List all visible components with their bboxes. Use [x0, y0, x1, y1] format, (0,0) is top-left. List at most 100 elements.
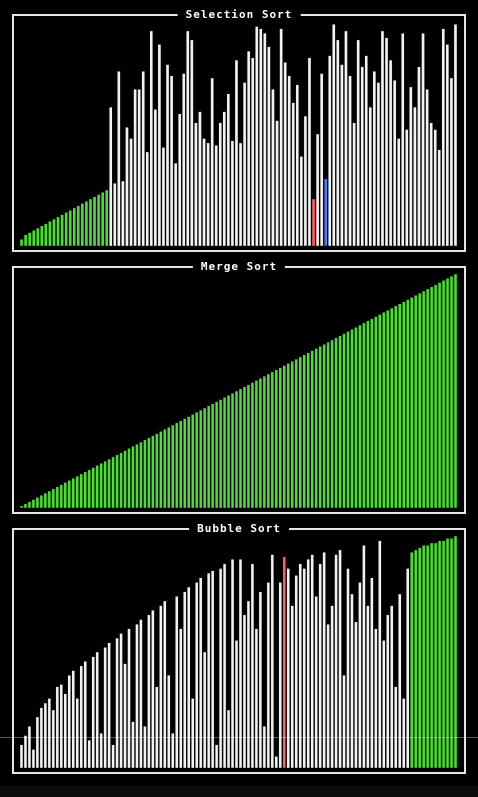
bar [153, 109, 158, 246]
bar [330, 605, 334, 768]
bar [348, 75, 352, 246]
bar [165, 64, 170, 246]
bar [111, 744, 115, 768]
bar [210, 77, 214, 246]
bar [441, 540, 446, 768]
bar [390, 605, 394, 768]
bar [109, 106, 113, 246]
bar [290, 605, 294, 768]
merge-sort-panel: Merge Sort [12, 259, 466, 514]
bar [218, 568, 223, 768]
bar [206, 572, 211, 768]
bar [51, 709, 56, 768]
bar [175, 422, 179, 508]
bar [267, 46, 271, 246]
bar [31, 749, 36, 768]
bar [382, 640, 386, 768]
bar [125, 127, 129, 246]
bar [63, 482, 67, 508]
bar [71, 478, 75, 508]
bar [119, 633, 123, 768]
bar [362, 545, 366, 768]
bar [242, 386, 247, 508]
bar [315, 133, 320, 246]
bar [453, 536, 458, 768]
bar [286, 568, 290, 768]
bar [167, 426, 171, 508]
bar [278, 367, 283, 508]
bar [234, 640, 239, 768]
bar [59, 484, 63, 508]
bar [429, 286, 434, 508]
selection-sort-bars [20, 24, 458, 246]
bar [157, 44, 162, 246]
bar [390, 307, 394, 508]
bar [103, 460, 107, 508]
bar [274, 369, 279, 508]
bar [167, 674, 171, 768]
bar [238, 559, 243, 768]
bar [31, 499, 36, 508]
bar [274, 756, 279, 768]
bar [47, 490, 52, 508]
bubble-sort-panel: Bubble Sort [12, 521, 466, 774]
bar [398, 593, 402, 768]
bar [107, 458, 111, 508]
bar [135, 443, 139, 508]
bar [406, 299, 410, 508]
bar [311, 198, 316, 246]
bar [378, 540, 382, 768]
bar [159, 431, 163, 508]
bar [187, 416, 191, 508]
bar [20, 505, 24, 508]
bar [91, 467, 95, 508]
bar [95, 465, 99, 508]
scanline [0, 737, 478, 738]
bar [119, 452, 123, 508]
bar [147, 437, 151, 508]
bar [55, 486, 60, 508]
bar [360, 66, 364, 246]
bar [378, 314, 382, 508]
bar [366, 605, 370, 768]
bar [275, 120, 279, 246]
bar [23, 234, 28, 246]
bar [394, 305, 398, 508]
bar [48, 221, 52, 246]
bar [67, 480, 71, 508]
bar [133, 88, 137, 246]
bar [433, 284, 438, 508]
bar [370, 318, 374, 508]
bar [121, 180, 125, 246]
bar [449, 77, 454, 246]
bar [56, 216, 60, 246]
bar [198, 111, 202, 246]
bar [218, 122, 222, 246]
bar [35, 716, 40, 768]
bar [131, 721, 135, 768]
bar [52, 218, 56, 246]
bar [263, 32, 267, 246]
bar [310, 350, 314, 508]
bar [398, 303, 402, 508]
bar [299, 156, 304, 246]
bar [380, 30, 385, 246]
bar [421, 545, 426, 768]
bar [171, 732, 175, 768]
bar [437, 540, 442, 768]
bar [198, 409, 203, 508]
bar [214, 144, 218, 246]
bar [259, 28, 263, 246]
bar [362, 322, 366, 508]
bar [43, 492, 48, 508]
bar [182, 73, 186, 246]
bar [83, 471, 87, 508]
bar [258, 378, 263, 508]
bar [230, 559, 235, 768]
bar [222, 111, 227, 246]
bar [346, 331, 350, 508]
bar [368, 106, 373, 246]
bar [163, 600, 167, 768]
bar [143, 439, 147, 508]
bar [151, 435, 155, 508]
